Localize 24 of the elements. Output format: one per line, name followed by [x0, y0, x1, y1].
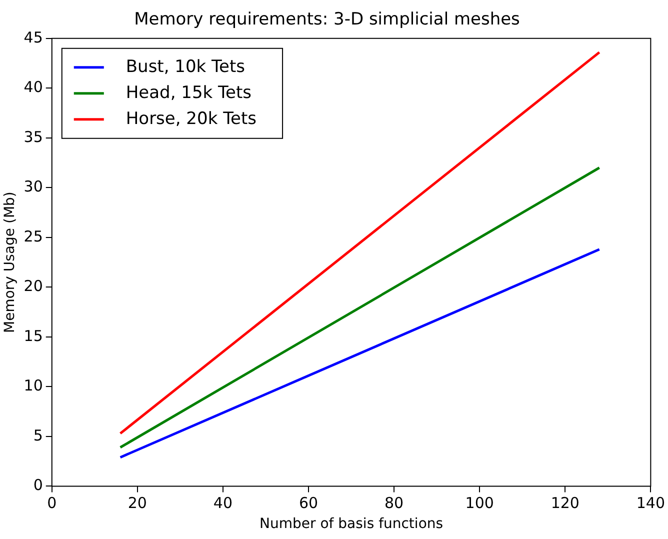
y-tick-label: 45: [24, 28, 43, 46]
y-tick-label: 15: [24, 326, 43, 345]
legend-label: Horse, 20k Tets: [126, 108, 257, 129]
y-tick-label: 40: [24, 78, 43, 96]
y-tick-label: 35: [24, 128, 43, 146]
y-tick-label: 25: [24, 227, 43, 246]
y-tick-label: 30: [24, 178, 43, 196]
x-tick-label: 40: [213, 494, 233, 512]
legend-label: Head, 15k Tets: [126, 82, 252, 103]
x-tick-label: 140: [636, 494, 666, 512]
y-tick-label: 0: [33, 476, 43, 494]
x-tick-label: 60: [298, 494, 318, 512]
y-tick-label: 5: [33, 426, 43, 444]
x-tick-label: 20: [128, 494, 147, 512]
chart-title: Memory requirements: 3-D simplicial meshes: [134, 10, 520, 30]
y-axis-title: Memory Usage (Mb): [2, 192, 18, 333]
x-tick-label: 120: [550, 494, 580, 512]
x-tick-label: 80: [384, 494, 404, 512]
legend-label: Bust, 10k Tets: [126, 56, 246, 77]
x-tick-label: 100: [465, 494, 494, 512]
y-tick-label: 10: [24, 376, 43, 395]
x-tick-label: 0: [47, 494, 57, 512]
y-tick-label: 20: [24, 277, 43, 296]
x-axis-title: Number of basis functions: [260, 516, 444, 532]
